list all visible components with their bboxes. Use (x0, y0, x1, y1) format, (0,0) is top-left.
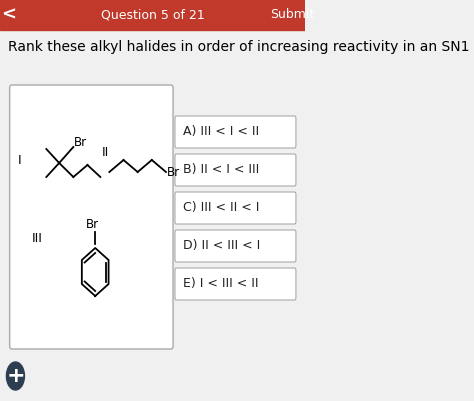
FancyBboxPatch shape (175, 268, 296, 300)
Text: Submit: Submit (271, 8, 315, 22)
Text: Br: Br (74, 136, 87, 150)
Text: C) III < II < I: C) III < II < I (182, 201, 259, 215)
FancyBboxPatch shape (175, 230, 296, 262)
Text: Question 5 of 21: Question 5 of 21 (100, 8, 204, 22)
FancyBboxPatch shape (9, 85, 173, 349)
Text: II: II (101, 146, 109, 158)
Text: E) I < III < II: E) I < III < II (182, 277, 258, 290)
Text: D) II < III < I: D) II < III < I (182, 239, 260, 253)
Circle shape (7, 362, 25, 390)
Text: Br: Br (86, 217, 99, 231)
Text: B) II < I < III: B) II < I < III (182, 164, 259, 176)
Text: Rank these alkyl halides in order of increasing reactivity in an SN1 reaction.: Rank these alkyl halides in order of inc… (8, 40, 474, 54)
FancyBboxPatch shape (175, 154, 296, 186)
Text: III: III (32, 231, 43, 245)
Text: +: + (6, 366, 25, 386)
FancyBboxPatch shape (175, 192, 296, 224)
Bar (0, 0, 305, 30)
Text: I: I (18, 154, 22, 166)
Text: Br: Br (167, 166, 180, 180)
Text: A) III < I < II: A) III < I < II (182, 126, 259, 138)
Text: <: < (1, 6, 16, 24)
FancyBboxPatch shape (175, 116, 296, 148)
